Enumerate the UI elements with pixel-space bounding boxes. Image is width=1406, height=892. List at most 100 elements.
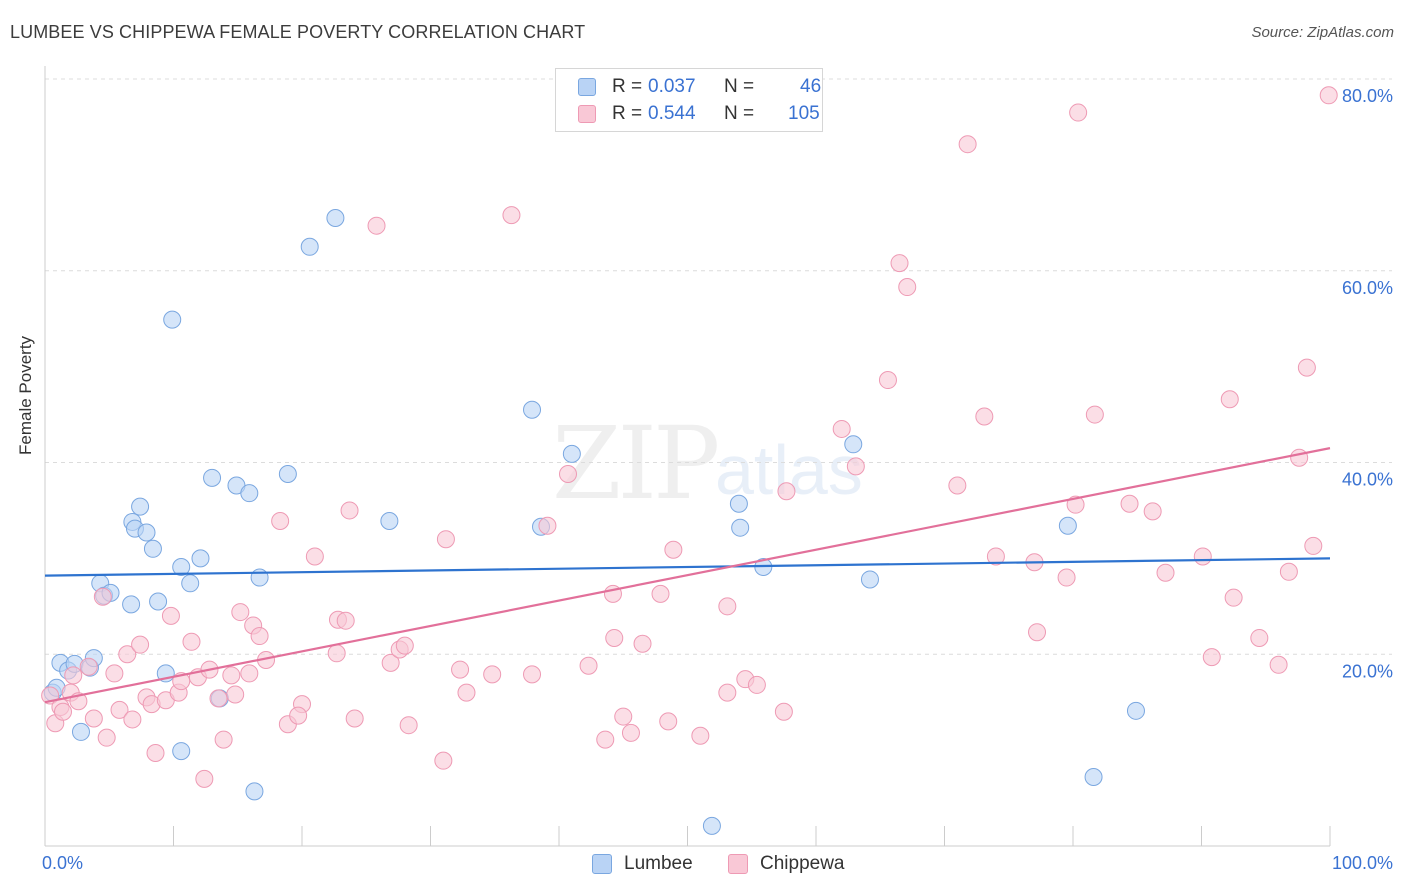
source-label: Source: ZipAtlas.com: [1251, 24, 1394, 41]
data-point: [289, 706, 308, 725]
y-tick-label: 60.0%: [1342, 278, 1393, 298]
data-point: [844, 435, 863, 454]
lumbee-swatch: [578, 78, 596, 96]
data-point: [131, 497, 150, 516]
data-point: [181, 574, 200, 593]
data-point: [163, 310, 182, 329]
trend-line-chippewa: [44, 447, 1331, 704]
data-point: [846, 457, 865, 476]
data-point: [71, 722, 90, 741]
data-point: [172, 558, 191, 577]
data-point: [336, 611, 355, 630]
data-point: [367, 216, 386, 235]
legend-r-value-chippewa: 0.544: [648, 103, 696, 124]
data-point: [305, 547, 324, 566]
data-point: [562, 444, 581, 463]
data-point: [381, 653, 400, 672]
data-point: [747, 675, 766, 694]
data-point: [137, 523, 156, 542]
data-point: [161, 606, 180, 625]
lumbee-legend-label: Lumbee: [624, 853, 693, 874]
legend-n-label: N =: [724, 76, 755, 97]
data-point: [1085, 405, 1104, 424]
data-point: [146, 744, 165, 763]
data-point: [948, 476, 967, 495]
data-point: [203, 468, 222, 487]
data-point: [975, 407, 994, 426]
data-point: [457, 683, 476, 702]
data-point: [123, 710, 142, 729]
data-point: [605, 628, 624, 647]
data-point: [651, 584, 670, 603]
trend-lines: [44, 447, 1331, 704]
tick-labels: 20.0% 40.0% 60.0% 80.0% 0.0% 100.0%: [42, 86, 1393, 873]
axes: [44, 66, 1330, 847]
correlation-legend: R = 0.037 N = 46 R = 0.544 N = 105: [555, 68, 823, 132]
data-point: [64, 666, 83, 685]
data-point: [451, 660, 470, 679]
y-tick-label: 40.0%: [1342, 470, 1393, 490]
data-point: [1304, 536, 1323, 555]
data-point: [395, 636, 414, 655]
data-point: [558, 465, 577, 484]
data-point: [664, 540, 683, 559]
data-point: [300, 237, 319, 256]
legend-r-label: R =: [612, 103, 643, 124]
data-point: [278, 465, 297, 484]
legend-r-value-lumbee: 0.037: [648, 76, 696, 97]
legend-r-label: R =: [612, 76, 643, 97]
data-point: [1084, 767, 1103, 786]
data-point: [110, 700, 129, 719]
data-point: [774, 702, 793, 721]
data-point: [718, 597, 737, 616]
watermark-zip: ZIP: [552, 405, 720, 522]
data-point: [226, 685, 245, 704]
data-point: [898, 278, 917, 297]
data-point: [1069, 103, 1088, 122]
data-point: [718, 683, 737, 702]
data-point: [1220, 390, 1239, 409]
chippewa-swatch: [578, 105, 596, 123]
axis-ticks: [44, 826, 1331, 846]
data-point: [245, 782, 264, 801]
data-point: [84, 709, 103, 728]
data-point: [53, 702, 72, 721]
series-lumbee: [43, 209, 1145, 835]
data-point: [97, 728, 116, 747]
series-chippewa: [41, 86, 1338, 788]
data-point: [538, 516, 557, 535]
data-point: [434, 751, 453, 770]
data-point: [1319, 86, 1338, 105]
data-point: [79, 657, 98, 676]
chippewa-legend-swatch: [728, 854, 748, 874]
data-point: [231, 603, 250, 622]
data-point: [1028, 623, 1047, 642]
data-point: [399, 716, 418, 735]
data-point: [691, 726, 710, 745]
data-point: [702, 816, 721, 835]
data-point: [986, 547, 1005, 566]
lumbee-legend-swatch: [592, 854, 612, 874]
data-point: [93, 587, 112, 606]
data-point: [182, 632, 201, 651]
x-tick-label-min: 0.0%: [42, 853, 83, 873]
data-point: [380, 511, 399, 530]
legend-n-value-lumbee: 46: [800, 76, 822, 97]
x-tick-label-max: 100.0%: [1332, 853, 1393, 873]
data-point: [890, 254, 909, 273]
data-point: [118, 645, 137, 664]
data-point: [523, 400, 542, 419]
data-point: [240, 664, 259, 683]
data-point: [633, 634, 652, 653]
data-point: [149, 592, 168, 611]
data-point: [1143, 502, 1162, 521]
data-point: [1250, 628, 1269, 647]
data-point: [345, 709, 364, 728]
data-point: [131, 635, 150, 654]
data-point: [1193, 547, 1212, 566]
data-point: [1126, 701, 1145, 720]
trend-line-lumbee: [44, 557, 1331, 577]
data-point: [172, 742, 191, 761]
data-point: [731, 518, 750, 537]
legend-n-label: N =: [724, 103, 755, 124]
